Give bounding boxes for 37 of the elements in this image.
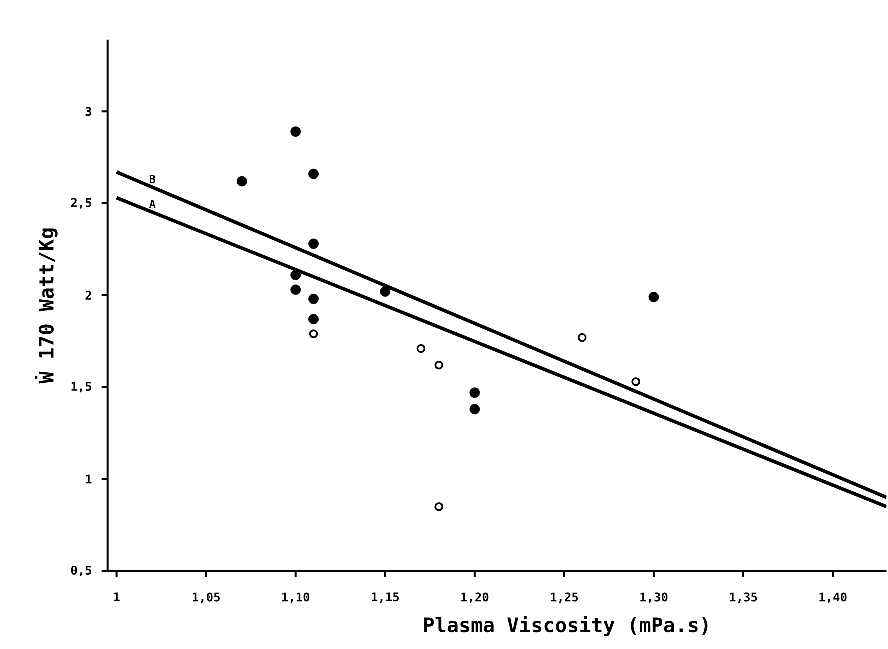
point bbox=[290, 270, 302, 280]
x-tick-label: 1,40 bbox=[820, 592, 847, 604]
point bbox=[632, 377, 640, 386]
point bbox=[308, 168, 319, 180]
point bbox=[380, 286, 391, 297]
point bbox=[308, 238, 319, 250]
point bbox=[470, 388, 480, 398]
y-tick-label: 2,5 bbox=[71, 198, 92, 209]
y-tick-label: 3 bbox=[86, 107, 92, 116]
series-label: A bbox=[149, 200, 156, 208]
point bbox=[309, 330, 318, 338]
point bbox=[416, 344, 426, 354]
point bbox=[290, 126, 302, 138]
x-tick-label: 1,35 bbox=[730, 592, 758, 604]
point bbox=[470, 404, 480, 415]
x-tick-label: 1,05 bbox=[193, 592, 220, 604]
point bbox=[434, 360, 444, 370]
y-tick-label: 1 bbox=[86, 474, 92, 484]
point bbox=[236, 176, 248, 187]
point bbox=[308, 294, 319, 304]
y-axis-title: Ẇ 170 Watt/Kg bbox=[35, 228, 58, 384]
x-tick-label: 1 bbox=[114, 592, 120, 602]
series-label: B bbox=[150, 175, 156, 184]
x-tick-label: 1,10 bbox=[282, 592, 310, 604]
x-axis-title: Plasma Viscosity (mPa.s) bbox=[424, 616, 708, 636]
x-tick-label: 1,30 bbox=[640, 592, 668, 604]
point bbox=[578, 333, 587, 342]
x-tick-label: 1,20 bbox=[462, 592, 489, 604]
x-tick-label: 1,15 bbox=[372, 592, 400, 604]
y-tick-label: 1,5 bbox=[72, 382, 92, 393]
point bbox=[290, 284, 302, 296]
point bbox=[434, 502, 444, 512]
point bbox=[648, 292, 660, 302]
x-tick-label: 1,25 bbox=[551, 592, 578, 604]
y-tick-label: 0,5 bbox=[71, 566, 92, 576]
point bbox=[308, 314, 319, 325]
y-tick-label: 2 bbox=[86, 290, 92, 300]
